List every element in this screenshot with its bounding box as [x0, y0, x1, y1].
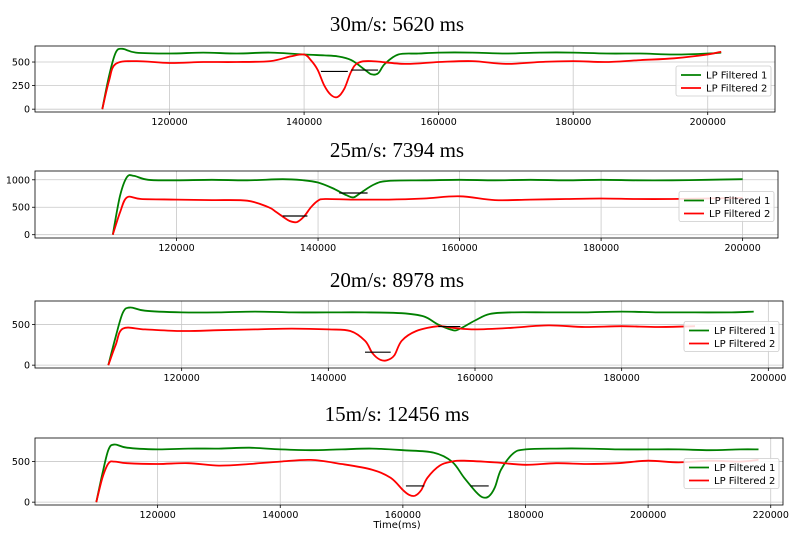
- y-tick-label: 500: [12, 457, 30, 468]
- y-tick-label: 0: [24, 105, 30, 116]
- plot-frame: [34, 437, 784, 506]
- chart-title: 25m/s: 7394 ms: [329, 138, 465, 162]
- series-line-2: [101, 50, 722, 110]
- legend-label: LP Filtered 1: [706, 71, 767, 82]
- x-tick-label: 160000: [421, 117, 457, 128]
- plot-frame: [34, 45, 776, 113]
- x-tick-label: 120000: [139, 510, 175, 521]
- y-tick-label: 500: [12, 203, 30, 214]
- chart-title: 15m/s: 12456 ms: [324, 402, 470, 426]
- y-tick-label: 250: [12, 81, 30, 92]
- legend-label: LP Filtered 2: [714, 476, 775, 487]
- x-tick-label: 200000: [630, 510, 666, 521]
- series-line-1: [101, 47, 722, 110]
- x-tick-label: 160000: [441, 243, 477, 254]
- x-tick-label: 200000: [724, 243, 760, 254]
- series-line-2: [95, 458, 759, 503]
- x-axis-label: Time(ms): [373, 520, 421, 531]
- y-tick-label: 500: [12, 320, 30, 331]
- y-tick-label: 500: [12, 58, 30, 69]
- plot-frame: [34, 300, 784, 369]
- y-tick-label: 0: [24, 498, 30, 509]
- x-tick-label: 180000: [604, 373, 640, 384]
- x-tick-label: 200000: [750, 373, 786, 384]
- x-tick-label: 220000: [753, 510, 789, 521]
- chart-title: 20m/s: 8978 ms: [329, 268, 465, 292]
- x-tick-label: 200000: [690, 117, 726, 128]
- x-tick-label: 120000: [151, 117, 187, 128]
- y-tick-label: 0: [24, 230, 30, 241]
- plot-frame: [34, 170, 779, 239]
- x-tick-label: 140000: [262, 510, 298, 521]
- legend-label: LP Filtered 2: [709, 209, 770, 220]
- legend-label: LP Filtered 2: [714, 339, 775, 350]
- x-tick-label: 120000: [158, 243, 194, 254]
- x-tick-label: 180000: [507, 510, 543, 521]
- x-tick-label: 140000: [286, 117, 322, 128]
- x-tick-label: 180000: [583, 243, 619, 254]
- legend-label: LP Filtered 2: [706, 84, 767, 95]
- series-line-1: [95, 443, 759, 503]
- y-tick-label: 1000: [6, 175, 30, 186]
- chart-title: 30m/s: 5620 ms: [329, 12, 465, 36]
- legend-label: LP Filtered 1: [714, 326, 775, 337]
- x-tick-label: 140000: [310, 373, 346, 384]
- series-line-1: [111, 174, 743, 235]
- legend-label: LP Filtered 1: [709, 196, 770, 207]
- x-tick-label: 180000: [555, 117, 591, 128]
- series-line-2: [111, 195, 743, 235]
- series-line-2: [107, 324, 696, 366]
- x-tick-label: 140000: [300, 243, 336, 254]
- series-line-1: [107, 306, 754, 366]
- x-tick-label: 160000: [457, 373, 493, 384]
- y-tick-label: 0: [24, 361, 30, 372]
- legend-label: LP Filtered 1: [714, 463, 775, 474]
- x-tick-label: 120000: [164, 373, 200, 384]
- x-tick-label: 160000: [385, 510, 421, 521]
